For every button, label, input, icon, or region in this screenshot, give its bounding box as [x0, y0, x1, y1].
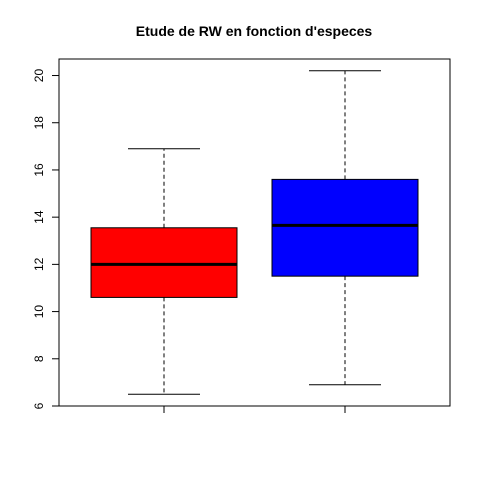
y-tick-label: 8 [32, 355, 46, 362]
y-tick-label: 20 [32, 69, 46, 83]
box-iqr [90, 227, 238, 298]
y-tick-label: 14 [32, 210, 46, 224]
box-group-1 [90, 148, 238, 395]
y-tick-label: 18 [32, 116, 46, 130]
y-tick-label: 10 [32, 305, 46, 319]
x-axis [163, 405, 346, 413]
chart-marks [90, 70, 419, 395]
box-group-2 [271, 70, 419, 386]
chart-title: Etude de RW en fonction d'especes [136, 23, 373, 39]
y-axis: 6 8 10 12 14 16 18 20 [32, 69, 60, 409]
y-tick-label: 6 [32, 402, 46, 409]
y-tick-label: 12 [32, 257, 46, 271]
y-tick-label: 16 [32, 163, 46, 177]
box-iqr [271, 178, 419, 277]
